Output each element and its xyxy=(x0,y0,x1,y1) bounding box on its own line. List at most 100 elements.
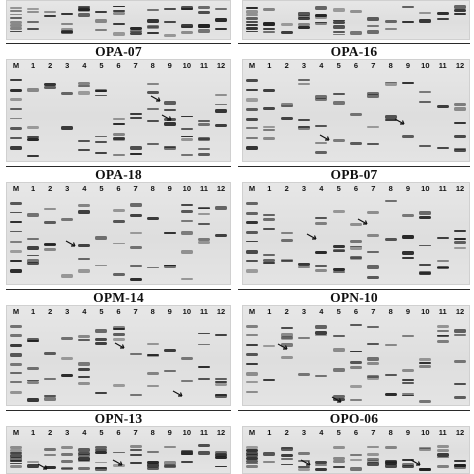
gel-band xyxy=(10,13,22,16)
gel-band xyxy=(163,147,176,150)
gel-band xyxy=(367,446,380,449)
gel-band xyxy=(280,458,293,460)
gel-band xyxy=(112,136,125,140)
arrow-icon xyxy=(319,134,330,141)
gel-band xyxy=(78,12,91,17)
gel-band xyxy=(436,456,449,459)
gel-band xyxy=(384,464,397,468)
gel-band xyxy=(180,8,193,11)
gel-band xyxy=(402,251,414,256)
gel-band xyxy=(280,463,293,465)
gel-band xyxy=(215,233,227,238)
gel-band xyxy=(384,118,397,122)
gel-band xyxy=(298,467,310,472)
gel-band xyxy=(298,262,310,266)
lane-label: 10 xyxy=(182,428,191,437)
gel-band xyxy=(27,366,40,370)
gel-band xyxy=(78,448,91,453)
lane-label: 2 xyxy=(284,307,289,316)
gel-band xyxy=(197,207,210,210)
gel-band xyxy=(332,267,345,271)
gel-band xyxy=(197,212,210,216)
lane-label: 5 xyxy=(336,307,341,316)
gel-band xyxy=(27,10,40,14)
gel-band xyxy=(263,7,276,12)
gel-band xyxy=(163,145,176,148)
gel-band xyxy=(61,126,74,130)
gel-band xyxy=(315,330,328,335)
gel-image-top-left xyxy=(6,0,231,40)
gel-band xyxy=(263,107,276,111)
gel-band xyxy=(163,464,176,469)
gel-band xyxy=(263,128,276,132)
gel-band xyxy=(215,465,227,468)
gel-band xyxy=(315,216,328,219)
gel-band xyxy=(10,30,22,33)
gel-band xyxy=(315,15,328,20)
gel-band xyxy=(27,88,40,93)
gel-band xyxy=(419,11,432,14)
gel-band xyxy=(112,122,125,125)
gel-band xyxy=(298,465,310,468)
gel-band xyxy=(280,355,293,359)
gel-band xyxy=(215,334,227,337)
gel-band xyxy=(367,325,380,328)
lane-label: 1 xyxy=(30,61,36,70)
gel-band xyxy=(298,125,310,129)
gel-band xyxy=(332,368,345,372)
gel-band xyxy=(402,378,414,381)
lane-label: 3 xyxy=(65,307,70,316)
gel-band xyxy=(402,382,414,384)
gel-band xyxy=(129,203,142,207)
lane-labels: M 1 2 3 4 5 6 7 8 9 10 11 12 xyxy=(6,305,231,319)
lane-label: 2 xyxy=(284,428,289,437)
gel-band xyxy=(367,457,380,461)
gel-band xyxy=(61,446,74,450)
lane-label: 8 xyxy=(388,61,393,70)
gel-band xyxy=(197,332,210,335)
gel-band xyxy=(61,13,74,16)
gel-band xyxy=(146,384,159,388)
lane-labels: M 1 2 3 4 5 6 7 8 9 10 11 12 xyxy=(242,59,470,73)
gel-band xyxy=(112,22,125,26)
gel-band xyxy=(163,370,176,372)
gel-band xyxy=(315,463,328,467)
arrow-icon xyxy=(112,459,123,466)
gel-band xyxy=(298,265,310,268)
lane-label: 9 xyxy=(167,428,172,437)
lane-labels: M 1 2 3 4 5 6 7 8 9 10 11 12 xyxy=(242,182,470,196)
gel-band xyxy=(10,457,22,461)
gel-band xyxy=(61,22,74,25)
lane-label: 10 xyxy=(182,307,191,316)
lane-label: M xyxy=(248,61,256,70)
gel-band xyxy=(10,353,22,357)
gel-band xyxy=(246,451,258,455)
lane-label: 2 xyxy=(284,184,289,193)
gel-band xyxy=(280,103,293,107)
gel-band xyxy=(332,460,345,464)
gel-band xyxy=(215,394,227,396)
gel-band xyxy=(44,248,57,252)
gel-band xyxy=(129,462,142,464)
gel-band xyxy=(112,133,125,136)
gel-band xyxy=(419,365,432,368)
lane-label: M xyxy=(248,428,256,437)
gel-band xyxy=(95,29,108,31)
lane-label: 10 xyxy=(421,307,430,316)
panel-title-opa-18: OPA-18 xyxy=(95,167,142,182)
gel-band xyxy=(350,257,362,260)
gel-band xyxy=(10,127,22,131)
lane-label: 9 xyxy=(405,428,411,437)
gel-band xyxy=(44,243,57,246)
gel-band xyxy=(436,464,449,469)
gel-band xyxy=(10,446,22,450)
gel-band xyxy=(419,271,432,274)
lane-label: 6 xyxy=(116,428,121,437)
lane-label: 4 xyxy=(319,184,324,193)
gel-band xyxy=(367,375,380,378)
lane-label: 5 xyxy=(336,184,341,193)
lane-labels: M 1 2 3 4 5 6 7 8 9 10 11 12 xyxy=(6,59,231,73)
gel-band xyxy=(384,344,397,346)
lane-label: 5 xyxy=(99,184,104,193)
gel-band xyxy=(215,8,227,10)
